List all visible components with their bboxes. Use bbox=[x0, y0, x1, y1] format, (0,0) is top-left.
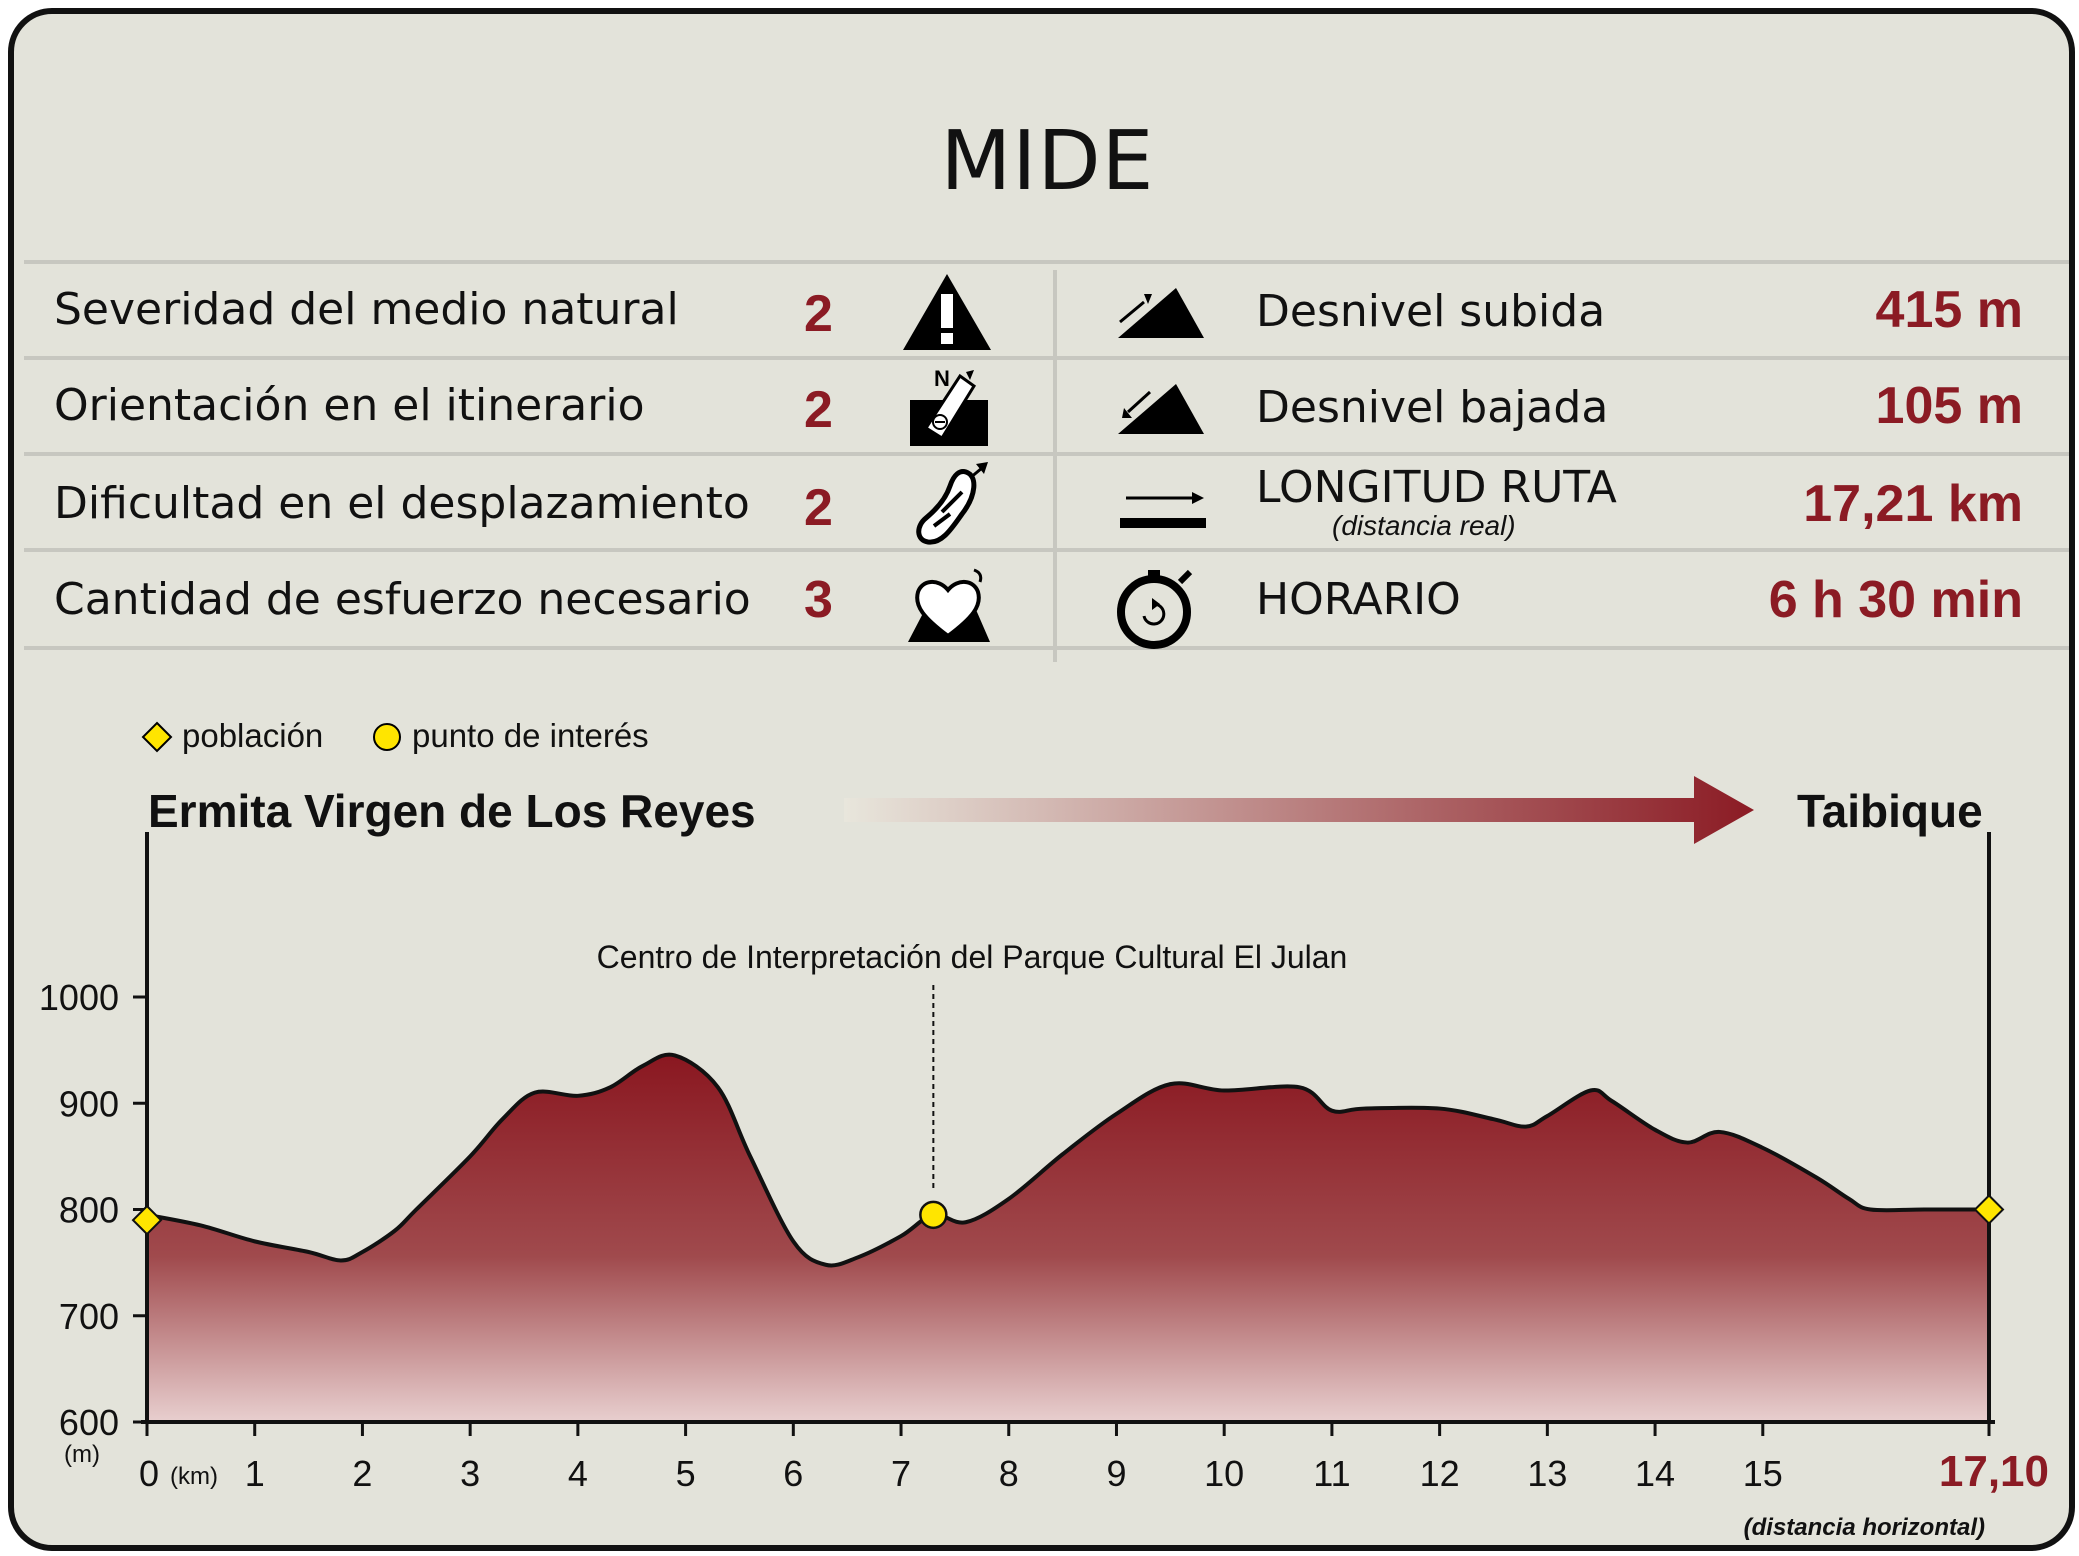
y-tick-label: 1000 bbox=[39, 977, 119, 1018]
slope-down-icon bbox=[1118, 384, 1204, 434]
stat-sublabel-longitud: (distancia real) bbox=[1332, 510, 1516, 541]
divider bbox=[24, 548, 2069, 552]
legend-poblacion-label: población bbox=[182, 717, 324, 754]
x-tick-label: 12 bbox=[1420, 1453, 1460, 1494]
slope-up-icon bbox=[1118, 288, 1204, 338]
stat-value-horario: 6 h 30 min bbox=[1768, 571, 2023, 629]
footprint-icon bbox=[916, 462, 988, 545]
mide-label-esfuerzo: Cantidad de esfuerzo necesario bbox=[54, 574, 751, 625]
poblacion-marker bbox=[131, 1204, 163, 1236]
page-title: MIDE bbox=[940, 114, 1155, 209]
x-tick-label: 3 bbox=[460, 1453, 480, 1494]
divider bbox=[24, 356, 2069, 360]
x-tick-label: 7 bbox=[891, 1453, 911, 1494]
mide-value-severidad: 2 bbox=[804, 285, 833, 343]
start-name: Ermita Virgen de Los Reyes bbox=[148, 785, 756, 837]
column-divider bbox=[1053, 270, 1057, 662]
elevation-line bbox=[146, 1052, 1989, 1268]
y-tick-label: 600 bbox=[59, 1402, 119, 1443]
annotation-label: Centro de Interpretación del Parque Cult… bbox=[597, 939, 1348, 975]
x-tick-label: 6 bbox=[783, 1453, 803, 1494]
legend-interes-marker bbox=[373, 723, 401, 751]
legend-interes-label: punto de interés bbox=[412, 717, 649, 754]
x-tick-label: 11 bbox=[1313, 1453, 1350, 1494]
x-tick-label: 2 bbox=[352, 1453, 372, 1494]
y-axis-label: (m) bbox=[64, 1441, 100, 1468]
x-tick-label: 9 bbox=[1106, 1453, 1126, 1494]
legend-poblacion-marker bbox=[141, 721, 173, 753]
stat-label-horario: HORARIO bbox=[1256, 574, 1461, 625]
stat-value-longitud: 17,21 km bbox=[1803, 475, 2023, 533]
x-axis-label: (km) bbox=[170, 1463, 218, 1490]
x-tick-label: 13 bbox=[1527, 1453, 1567, 1494]
divider bbox=[24, 646, 2069, 650]
stat-value-bajada: 105 m bbox=[1875, 377, 2023, 435]
compass-orientation-icon: N bbox=[910, 366, 988, 446]
mide-label-dificultad: Dificultad en el desplazamiento bbox=[54, 478, 750, 529]
heart-mountain-icon bbox=[908, 568, 990, 642]
warning-triangle-icon bbox=[903, 274, 991, 350]
mide-value-orientacion: 2 bbox=[804, 381, 833, 439]
mide-value-dificultad: 2 bbox=[804, 479, 833, 537]
mide-value-esfuerzo: 3 bbox=[804, 571, 833, 629]
svg-text:N: N bbox=[934, 366, 950, 391]
divider bbox=[24, 260, 2069, 264]
y-tick-label: 800 bbox=[59, 1190, 119, 1231]
x-tick-label: 15 bbox=[1743, 1453, 1783, 1494]
y-tick-label: 700 bbox=[59, 1296, 119, 1337]
x-tick-label: 14 bbox=[1635, 1453, 1675, 1494]
stat-label-subida: Desnivel subida bbox=[1256, 286, 1606, 337]
mide-label-severidad: Severidad del medio natural bbox=[54, 284, 679, 335]
x-tick-label: 5 bbox=[676, 1453, 696, 1494]
x-tick-label: 4 bbox=[568, 1453, 588, 1494]
stopwatch-icon bbox=[1117, 569, 1193, 649]
mide-label-orientacion: Orientación en el itinerario bbox=[54, 380, 645, 431]
stat-label-longitud: LONGITUD RUTA bbox=[1256, 462, 1617, 513]
x-end-label: 17,10 bbox=[1939, 1447, 2049, 1496]
x-tick-label: 0 bbox=[139, 1453, 159, 1494]
x-end-sublabel: (distancia horizontal) bbox=[1744, 1514, 1985, 1541]
poblacion-marker bbox=[1973, 1194, 2005, 1225]
x-tick-label: 10 bbox=[1204, 1453, 1244, 1494]
stat-value-subida: 415 m bbox=[1875, 281, 2023, 339]
y-tick-label: 900 bbox=[59, 1083, 119, 1124]
end-name: Taibique bbox=[1797, 785, 1983, 837]
x-tick-label: 1 bbox=[245, 1453, 265, 1494]
elevation-area bbox=[147, 1054, 1989, 1422]
interes-marker bbox=[919, 1200, 948, 1230]
direction-arrow bbox=[844, 776, 1754, 844]
stat-label-bajada: Desnivel bajada bbox=[1256, 382, 1609, 433]
distance-arrow-icon bbox=[1120, 492, 1206, 528]
x-tick-label: 8 bbox=[999, 1453, 1019, 1494]
divider bbox=[24, 452, 2069, 456]
